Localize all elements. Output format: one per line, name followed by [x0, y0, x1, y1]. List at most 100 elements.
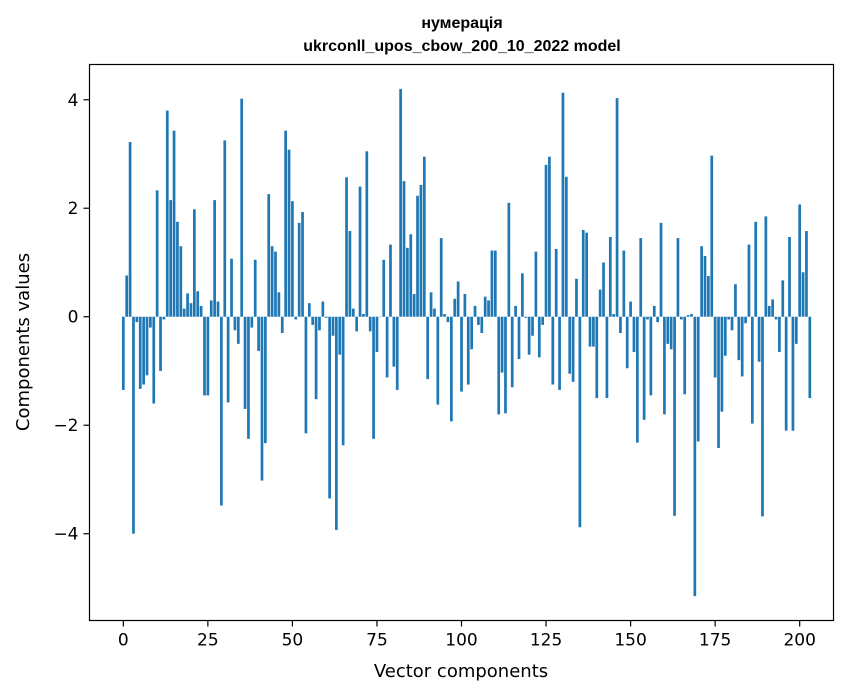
bar — [659, 222, 663, 317]
bar — [707, 276, 710, 317]
bar — [132, 316, 135, 534]
bar — [169, 200, 173, 317]
bar — [615, 98, 619, 317]
bar — [216, 301, 220, 317]
bar — [446, 316, 450, 323]
bar — [473, 305, 477, 317]
bar — [220, 316, 223, 506]
bar — [297, 222, 301, 317]
bar — [402, 181, 406, 317]
bar — [223, 140, 227, 317]
bar — [274, 251, 277, 317]
bar — [284, 130, 287, 317]
bar — [247, 316, 250, 439]
bar — [368, 316, 372, 332]
bar — [192, 209, 196, 317]
bar — [240, 98, 244, 317]
x-tick-label: 200 — [783, 631, 815, 651]
bar — [683, 316, 687, 395]
bar — [172, 130, 176, 317]
bar — [636, 316, 639, 443]
bar — [264, 316, 267, 444]
bar — [456, 281, 460, 317]
bar — [311, 316, 315, 325]
y-axis-ticks: −4 −2 0 2 4 — [53, 91, 90, 545]
bar — [527, 316, 531, 355]
bar — [233, 316, 237, 331]
bar — [294, 316, 298, 320]
bar — [791, 316, 795, 431]
bar — [578, 316, 582, 528]
bar — [656, 316, 659, 323]
x-tick-label: 75 — [366, 631, 388, 651]
bar — [794, 316, 798, 344]
bar — [389, 244, 392, 317]
x-axis-ticks: 0 25 50 75 100 125 150 175 200 — [118, 620, 816, 651]
y-axis-label: Components values — [13, 253, 34, 431]
bar — [747, 244, 751, 317]
bar — [338, 316, 342, 355]
bar — [710, 155, 714, 317]
bar — [619, 316, 622, 333]
bar — [548, 156, 551, 317]
bar — [142, 316, 145, 385]
bar — [598, 289, 602, 317]
bar — [155, 190, 159, 317]
bar — [727, 316, 731, 320]
bar — [165, 110, 169, 317]
bar — [649, 316, 653, 396]
bar — [439, 238, 443, 317]
bar — [230, 258, 233, 317]
bar — [138, 316, 142, 389]
bar — [250, 316, 254, 328]
x-tick-label: 175 — [699, 631, 731, 651]
x-tick-label: 25 — [197, 631, 219, 651]
bar — [179, 246, 183, 317]
bar — [236, 316, 240, 344]
bar — [612, 314, 616, 317]
bar — [700, 246, 703, 317]
bar — [203, 316, 206, 396]
bar — [196, 291, 200, 317]
bar — [493, 250, 497, 317]
bar — [673, 316, 676, 516]
bar — [798, 204, 802, 317]
bar — [280, 316, 284, 333]
bar — [463, 293, 467, 317]
bar — [723, 316, 727, 356]
x-tick-label: 125 — [530, 631, 562, 651]
bar — [466, 316, 470, 385]
bar — [703, 255, 707, 317]
bar — [757, 316, 761, 362]
bar — [585, 232, 588, 317]
bar — [307, 303, 311, 317]
bar — [679, 316, 683, 320]
bar — [450, 316, 453, 422]
bar — [788, 237, 791, 317]
bar — [778, 316, 781, 352]
bar — [199, 305, 203, 317]
bar — [761, 316, 764, 517]
bar — [426, 316, 430, 380]
bar — [270, 246, 274, 317]
bar — [128, 142, 132, 317]
bar — [771, 299, 774, 317]
bar — [561, 92, 565, 317]
bar — [534, 251, 538, 317]
chart-title-line-2: ukrconll_upos_cbow_200_10_2022 model — [303, 38, 620, 55]
bar — [412, 293, 416, 317]
bar — [805, 231, 808, 317]
bar — [267, 194, 271, 317]
bar — [372, 316, 375, 439]
bar — [500, 316, 504, 373]
bar — [713, 316, 717, 378]
bar — [781, 280, 785, 317]
bar — [625, 316, 629, 369]
y-tick-label: −2 — [53, 416, 78, 436]
bar — [436, 316, 440, 405]
y-tick-label: 2 — [68, 199, 79, 219]
bar — [328, 316, 331, 499]
bar — [801, 272, 805, 317]
x-tick-label: 0 — [118, 631, 129, 651]
